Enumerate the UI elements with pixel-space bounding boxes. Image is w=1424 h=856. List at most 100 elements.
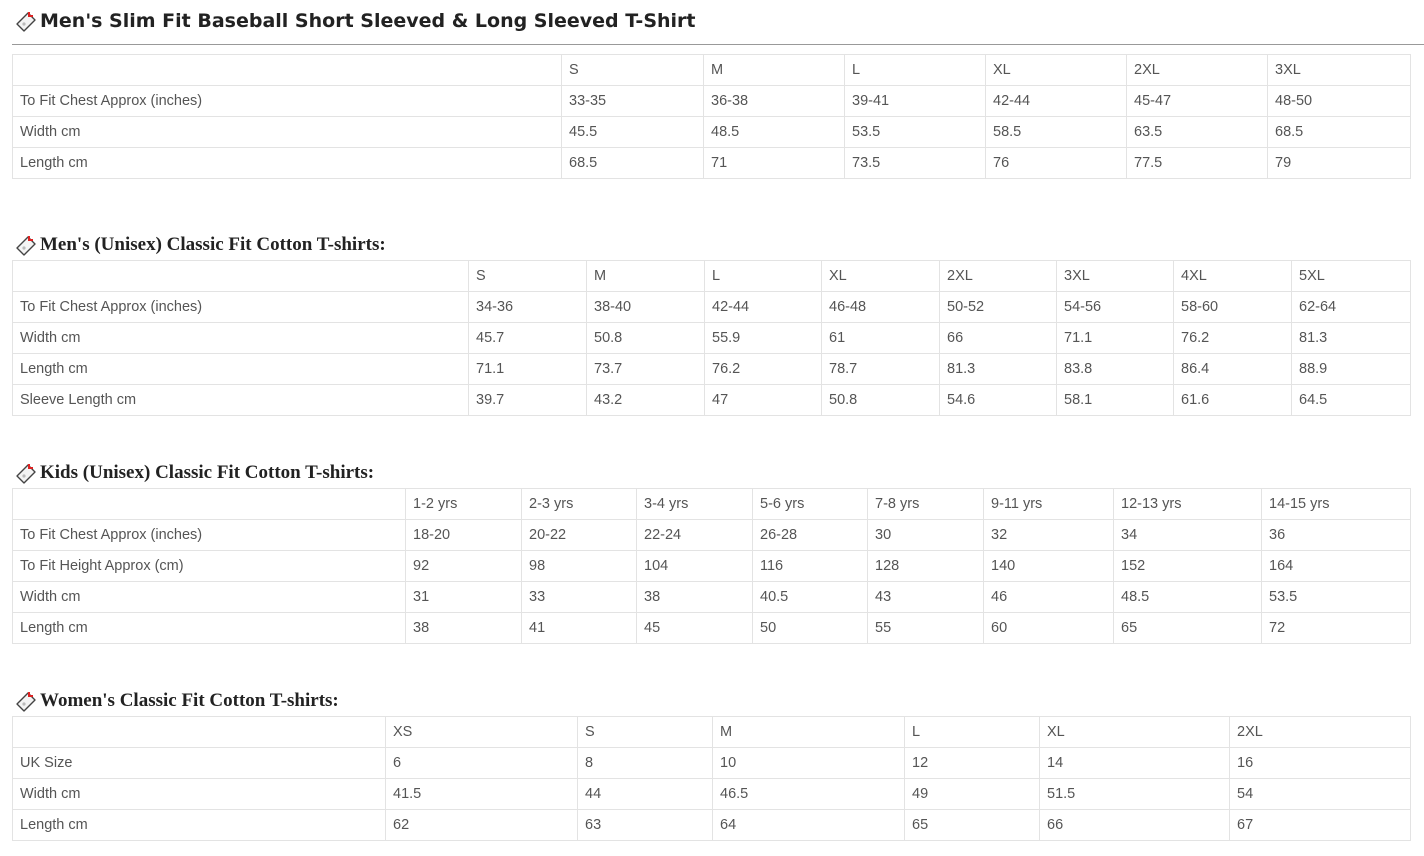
- measurement-label: Length cm: [12, 147, 562, 179]
- table-cell: 68.5: [561, 147, 704, 179]
- measurement-label: Width cm: [12, 778, 386, 810]
- table-cell: 72: [1261, 612, 1411, 644]
- table-cell: 36: [1261, 519, 1411, 551]
- measurement-label: UK Size: [12, 747, 386, 779]
- header-row: S M L XL 2XL 3XL 4XL 5XL: [12, 260, 1411, 292]
- table-cell: 65: [904, 809, 1040, 841]
- table-cell: 55.9: [704, 322, 822, 354]
- table-row: Width cm 45.7 50.8 55.9 61 66 71.1 76.2 81.3: [12, 322, 1411, 354]
- table-cell: 38-40: [586, 291, 705, 323]
- table-cell: 98: [521, 550, 637, 582]
- table-cell: 53.5: [1261, 581, 1411, 613]
- table-cell: 51.5: [1039, 778, 1230, 810]
- table-cell: 33-35: [561, 85, 704, 117]
- table-cell: 58-60: [1173, 291, 1292, 323]
- table-cell: 76.2: [704, 353, 822, 385]
- table-cell: 48.5: [1113, 581, 1262, 613]
- header-row: S M L XL 2XL 3XL: [12, 54, 1411, 86]
- size-table: S M L XL 2XL 3XL 4XL 5XL To Fit Chest Approx (in…: [12, 260, 1411, 416]
- size-header-cell: 3XL: [1267, 54, 1411, 86]
- table-cell: 78.7: [821, 353, 940, 385]
- table-cell: 61: [821, 322, 940, 354]
- table-cell: 42-44: [704, 291, 822, 323]
- size-header-cell: S: [577, 716, 713, 748]
- table-cell: 34: [1113, 519, 1262, 551]
- table-cell: 45.7: [468, 322, 587, 354]
- table-cell: 45.5: [561, 116, 704, 148]
- table-cell: 64.5: [1291, 384, 1411, 416]
- table-cell: 14: [1039, 747, 1230, 779]
- measurement-label: To Fit Chest Approx (inches): [12, 291, 469, 323]
- size-header-cell: M: [703, 54, 845, 86]
- size-header-cell: [12, 716, 386, 748]
- table-row: Length cm 71.1 73.7 76.2 78.7 81.3 83.8 86.4 88.…: [12, 353, 1411, 385]
- table-cell: 79: [1267, 147, 1411, 179]
- table-row: Length cm 38 41 45 50 55 60 65 72: [12, 612, 1411, 644]
- table-cell: 58.5: [985, 116, 1127, 148]
- table-cell: 20-22: [521, 519, 637, 551]
- table-cell: 65: [1113, 612, 1262, 644]
- size-header-cell: 12-13 yrs: [1113, 488, 1262, 520]
- table-cell: 46-48: [821, 291, 940, 323]
- table-cell: 61.6: [1173, 384, 1292, 416]
- table-cell: 92: [405, 550, 522, 582]
- table-cell: 47: [704, 384, 822, 416]
- header-row: 1-2 yrs 2-3 yrs 3-4 yrs 5-6 yrs 7-8 yrs 9-11 …: [12, 488, 1411, 520]
- table-cell: 38: [405, 612, 522, 644]
- table-cell: 44: [577, 778, 713, 810]
- table-cell: 88.9: [1291, 353, 1411, 385]
- table-cell: 33: [521, 581, 637, 613]
- table-cell: 41.5: [385, 778, 578, 810]
- table-cell: 46: [983, 581, 1114, 613]
- measurement-label: Width cm: [12, 116, 562, 148]
- table-cell: 63: [577, 809, 713, 841]
- measurement-label: Width cm: [12, 581, 406, 613]
- table-cell: 42-44: [985, 85, 1127, 117]
- table-cell: 48-50: [1267, 85, 1411, 117]
- tag-icon: [14, 234, 38, 256]
- table-row: To Fit Chest Approx (inches) 18-20 20-22 22…: [12, 519, 1411, 551]
- table-cell: 164: [1261, 550, 1411, 582]
- size-header-cell: 5-6 yrs: [752, 488, 868, 520]
- table-cell: 50.8: [821, 384, 940, 416]
- size-table: 1-2 yrs 2-3 yrs 3-4 yrs 5-6 yrs 7-8 yrs 9-11 …: [12, 488, 1411, 644]
- table-cell: 43: [867, 581, 984, 613]
- table-cell: 16: [1229, 747, 1411, 779]
- table-cell: 54.6: [939, 384, 1057, 416]
- table-cell: 58.1: [1056, 384, 1174, 416]
- table-cell: 43.2: [586, 384, 705, 416]
- measurement-label: Length cm: [12, 809, 386, 841]
- table-cell: 53.5: [844, 116, 986, 148]
- table-cell: 86.4: [1173, 353, 1292, 385]
- size-header-cell: 14-15 yrs: [1261, 488, 1411, 520]
- table-row: Width cm 45.5 48.5 53.5 58.5 63.5 68.5: [12, 116, 1411, 148]
- size-header-cell: 4XL: [1173, 260, 1292, 292]
- table-cell: 128: [867, 550, 984, 582]
- table-cell: 50.8: [586, 322, 705, 354]
- table-row: To Fit Chest Approx (inches) 34-36 38-40 42…: [12, 291, 1411, 323]
- table-cell: 73.7: [586, 353, 705, 385]
- table-cell: 54-56: [1056, 291, 1174, 323]
- table-cell: 40.5: [752, 581, 868, 613]
- measurement-label: To Fit Chest Approx (inches): [12, 85, 562, 117]
- size-table: S M L XL 2XL 3XL To Fit Chest Approx (inches) 3…: [12, 54, 1411, 179]
- table-cell: 71.1: [1056, 322, 1174, 354]
- size-header-cell: 2XL: [939, 260, 1057, 292]
- table-cell: 12: [904, 747, 1040, 779]
- table-cell: 10: [712, 747, 905, 779]
- table-cell: 60: [983, 612, 1114, 644]
- size-header-cell: 1-2 yrs: [405, 488, 522, 520]
- table-cell: 71: [703, 147, 845, 179]
- table-cell: 83.8: [1056, 353, 1174, 385]
- size-header-cell: [12, 54, 562, 86]
- table-cell: 38: [636, 581, 753, 613]
- table-row: To Fit Height Approx (cm) 92 98 104 116 128 14…: [12, 550, 1411, 582]
- table-cell: 41: [521, 612, 637, 644]
- table-row: UK Size 6 8 10 12 14 16: [12, 747, 1411, 779]
- table-cell: 63.5: [1126, 116, 1268, 148]
- table-cell: 116: [752, 550, 868, 582]
- size-header-cell: XL: [985, 54, 1127, 86]
- table-cell: 22-24: [636, 519, 753, 551]
- size-header-cell: 7-8 yrs: [867, 488, 984, 520]
- table-cell: 104: [636, 550, 753, 582]
